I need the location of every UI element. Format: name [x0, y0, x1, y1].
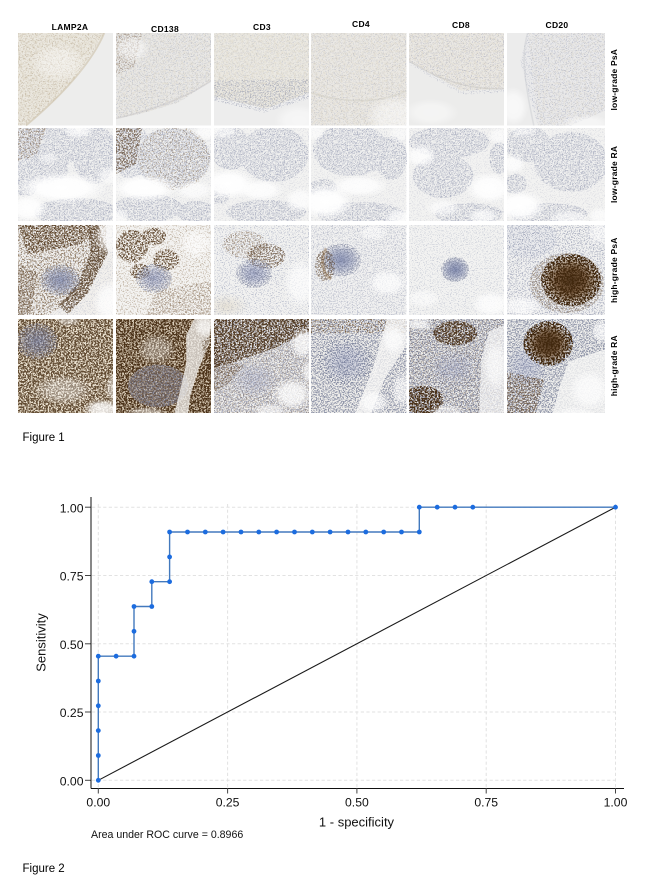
svg-text:0.75: 0.75 — [474, 796, 498, 810]
svg-text:Area under ROC curve = 0.8966: Area under ROC curve = 0.8966 — [91, 829, 243, 841]
svg-text:1.00: 1.00 — [60, 501, 84, 515]
svg-text:0.00: 0.00 — [86, 796, 110, 810]
svg-text:0.50: 0.50 — [345, 796, 369, 810]
svg-text:0.00: 0.00 — [60, 775, 84, 789]
svg-text:0.50: 0.50 — [60, 638, 84, 652]
svg-text:1 - specificity: 1 - specificity — [319, 815, 395, 830]
svg-text:1.00: 1.00 — [604, 796, 628, 810]
svg-text:0.75: 0.75 — [60, 570, 84, 584]
svg-text:0.25: 0.25 — [60, 706, 84, 720]
svg-text:0.25: 0.25 — [216, 796, 240, 810]
svg-text:Sensitivity: Sensitivity — [34, 613, 49, 672]
